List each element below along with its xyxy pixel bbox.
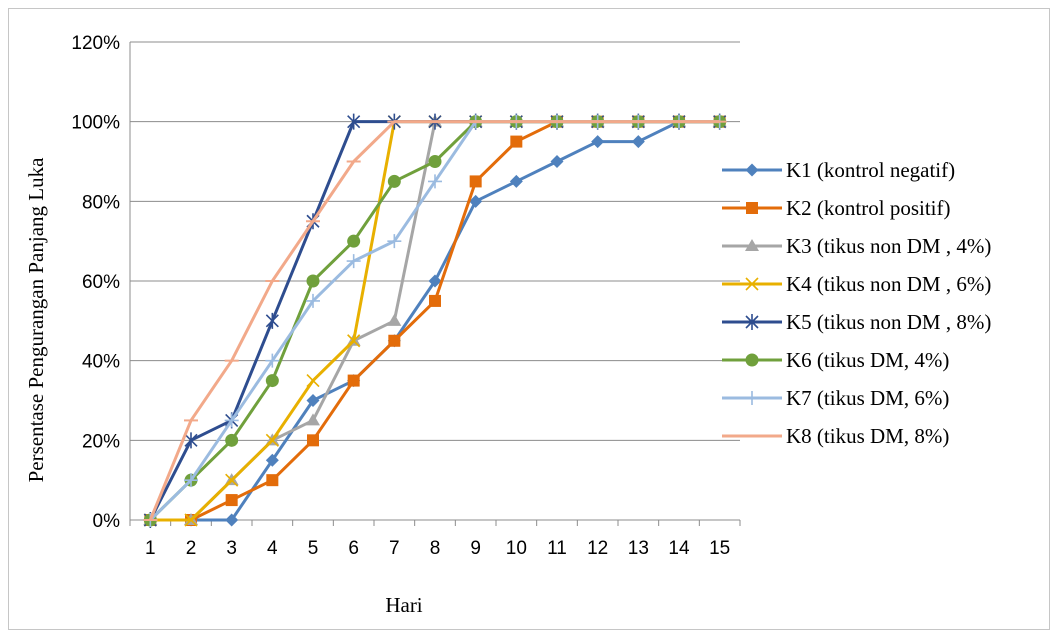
- data-point: [306, 274, 320, 288]
- data-point: [745, 314, 759, 330]
- legend-item: K4 (tikus non DM , 6%): [722, 272, 991, 296]
- legend-label: K7 (tikus DM, 6%): [786, 386, 949, 410]
- legend-item: K6 (tikus DM, 4%): [722, 348, 949, 372]
- data-point: [306, 293, 320, 308]
- data-point: [387, 234, 402, 249]
- data-point: [306, 413, 320, 426]
- y-tick-label: 80%: [82, 192, 120, 213]
- legend-item: K3 (tikus non DM , 4%): [722, 234, 991, 258]
- x-tick-label: 9: [470, 538, 481, 559]
- data-point: [428, 274, 442, 288]
- series-7: [143, 114, 727, 527]
- data-point: [265, 433, 279, 447]
- legend-label: K8 (tikus DM, 8%): [786, 424, 949, 448]
- data-point: [387, 313, 402, 326]
- data-point: [265, 453, 279, 467]
- data-point: [347, 113, 361, 130]
- data-point: [225, 494, 238, 507]
- x-tick-label: 5: [308, 538, 319, 559]
- data-point: [510, 135, 523, 148]
- data-point: [591, 135, 605, 149]
- legend-item: K1 (kontrol negatif): [722, 158, 955, 182]
- data-point: [550, 155, 564, 168]
- data-point: [745, 353, 759, 367]
- data-point: [224, 413, 239, 428]
- data-point: [347, 234, 361, 248]
- y-tick-label: 0%: [93, 511, 121, 532]
- x-tick-label: 1: [145, 538, 156, 559]
- y-axis-title: Persentase Pengurangan Panjang Luka: [24, 157, 48, 483]
- data-point: [509, 174, 523, 188]
- legend-item: K7 (tikus DM, 6%): [722, 386, 949, 410]
- data-point: [265, 312, 279, 329]
- x-tick-label: 14: [668, 538, 690, 559]
- data-point: [184, 513, 198, 527]
- data-point: [388, 334, 401, 347]
- data-point: [387, 174, 401, 188]
- y-tick-label: 60%: [82, 272, 120, 293]
- legend-label: K3 (tikus non DM , 4%): [786, 234, 991, 258]
- x-axis-title: Hari: [385, 593, 422, 617]
- series-group: [143, 113, 727, 528]
- data-point: [631, 135, 645, 149]
- data-point: [469, 175, 482, 188]
- data-point: [265, 353, 280, 368]
- data-point: [306, 374, 320, 388]
- data-point: [746, 202, 758, 214]
- gridlines: [130, 41, 740, 441]
- data-point: [347, 374, 360, 387]
- legend-label: K5 (tikus non DM , 8%): [786, 310, 991, 334]
- data-point: [225, 513, 239, 527]
- data-point: [428, 155, 442, 168]
- x-tick-label: 4: [267, 538, 278, 559]
- data-point: [307, 434, 319, 447]
- data-point: [346, 254, 361, 269]
- x-tick-label: 11: [547, 538, 567, 559]
- legend: K1 (kontrol negatif) K2 (kontrol positif)…: [722, 158, 991, 448]
- data-point: [306, 394, 320, 407]
- data-point: [745, 239, 759, 251]
- x-tick-label: 6: [348, 538, 359, 559]
- data-point: [429, 294, 441, 307]
- x-tick-label: 7: [389, 538, 400, 559]
- data-point: [347, 334, 361, 348]
- x-tick-label: 3: [226, 538, 237, 559]
- x-tick-label: 15: [709, 538, 730, 559]
- y-tick-label: 100%: [71, 113, 120, 134]
- y-tick-label: 120%: [71, 33, 120, 54]
- data-point: [184, 432, 198, 449]
- data-point: [184, 473, 198, 488]
- y-axis-ticks: 0% 20% 40% 60% 80% 100% 120%: [71, 33, 120, 532]
- data-point: [745, 277, 759, 291]
- legend-label: K2 (kontrol positif): [786, 196, 950, 220]
- data-point: [265, 374, 279, 388]
- y-tick-label: 40%: [82, 352, 120, 373]
- data-point: [745, 163, 759, 177]
- y-tick-label: 20%: [82, 431, 120, 452]
- x-tick-label: 12: [587, 538, 608, 559]
- data-point: [469, 194, 483, 208]
- legend-item: K5 (tikus non DM , 8%): [722, 310, 991, 334]
- chart-frame: [8, 8, 1050, 630]
- legend-item: K8 (tikus DM, 8%): [722, 424, 949, 448]
- data-point: [428, 174, 442, 189]
- legend-label: K6 (tikus DM, 4%): [786, 348, 949, 372]
- data-point: [745, 391, 759, 405]
- data-point: [266, 474, 279, 487]
- series-8: [143, 120, 727, 521]
- x-axis-ticks: 1 2 3 4 5 6 7 8 9 10 11 12 13 14 15: [145, 538, 730, 559]
- data-point: [225, 473, 239, 487]
- x-tick-label: 13: [628, 538, 649, 559]
- data-point: [225, 433, 239, 447]
- x-tick-label: 8: [430, 538, 441, 559]
- x-tick-label: 10: [506, 538, 527, 559]
- legend-label: K4 (tikus non DM , 6%): [786, 272, 991, 296]
- legend-item: K2 (kontrol positif): [722, 196, 950, 220]
- x-tick-label: 2: [186, 538, 197, 559]
- legend-label: K1 (kontrol negatif): [786, 158, 955, 182]
